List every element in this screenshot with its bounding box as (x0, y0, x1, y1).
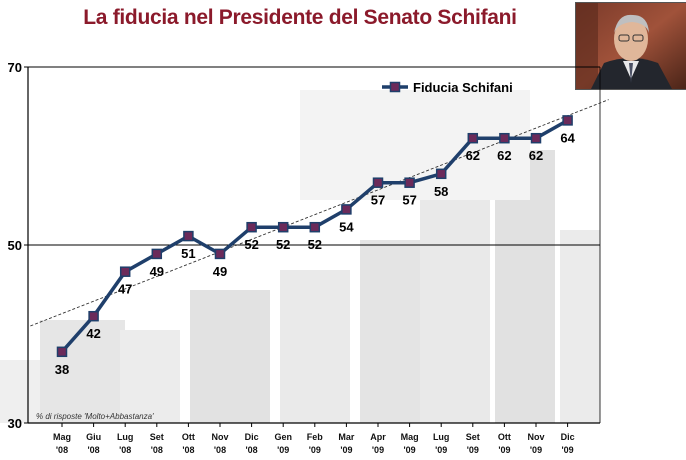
x-tick-label-year: '09 (467, 445, 479, 455)
data-label: 57 (371, 193, 385, 208)
x-tick-label-year: '08 (56, 445, 68, 455)
legend-label: Fiducia Schifani (413, 80, 513, 95)
x-tick-label-year: '09 (498, 445, 510, 455)
x-tick-label-year: '09 (435, 445, 447, 455)
portrait-photo (575, 2, 686, 90)
x-tick-label: Lug (117, 432, 134, 442)
x-tick-label: Mag (401, 432, 419, 442)
y-tick-label: 70 (8, 60, 22, 75)
data-point (372, 177, 384, 188)
x-tick-label-year: '08 (246, 445, 258, 455)
data-label: 52 (244, 237, 258, 252)
x-tick-label-year: '09 (530, 445, 542, 455)
x-tick-label-year: '09 (340, 445, 352, 455)
x-tick-label: Gen (274, 432, 292, 442)
x-tick-label-year: '08 (119, 445, 131, 455)
data-label: 52 (276, 237, 290, 252)
data-label: 54 (339, 219, 354, 234)
data-point (435, 168, 447, 180)
series-line (60, 118, 569, 353)
data-label: 47 (118, 282, 132, 297)
x-tick-label-year: '09 (372, 445, 384, 455)
x-tick-label: Feb (307, 432, 324, 442)
data-label: 38 (55, 362, 69, 377)
data-point (562, 115, 573, 126)
data-point (214, 248, 226, 260)
x-tick-label: Mag (53, 432, 71, 442)
x-tick-label: Lug (433, 432, 450, 442)
data-point (341, 204, 352, 215)
data-label: 58 (434, 184, 448, 199)
x-tick-label-year: '09 (277, 445, 289, 455)
background-block (120, 330, 180, 423)
x-tick-label: Nov (527, 432, 544, 442)
background-block (190, 290, 270, 423)
x-tick-label: Set (150, 432, 164, 442)
chart-note: % di risposte 'Molto+Abbastanza' (36, 412, 154, 421)
data-point (309, 221, 321, 233)
legend-marker (389, 81, 401, 93)
data-point (277, 221, 289, 233)
x-tick-label-year: '08 (214, 445, 226, 455)
x-tick-label-year: '08 (151, 445, 163, 455)
background-block (0, 360, 40, 423)
data-label: 51 (181, 246, 195, 261)
x-tick-label-year: '09 (404, 445, 416, 455)
x-tick-label-year: '08 (182, 445, 194, 455)
y-tick-label: 50 (8, 238, 22, 253)
x-tick-label: Giu (86, 432, 101, 442)
background-block (420, 200, 490, 423)
data-label: 64 (560, 130, 575, 145)
x-tick-label: Ott (498, 432, 511, 442)
x-tick-label: Ott (182, 432, 195, 442)
background-block (560, 230, 600, 423)
background-block (40, 320, 125, 423)
x-tick-label: Nov (211, 432, 228, 442)
data-label: 62 (497, 148, 511, 163)
x-tick-label: Dic (561, 432, 575, 442)
data-label: 62 (466, 148, 480, 163)
x-tick-label: Mar (338, 432, 355, 442)
data-point (246, 221, 257, 233)
x-tick-label-year: '08 (88, 445, 100, 455)
data-point (56, 346, 68, 358)
data-point (530, 132, 542, 144)
data-label: 52 (308, 237, 322, 252)
data-label: 49 (150, 264, 164, 279)
page-title: La fiducia nel Presidente del Senato Sch… (83, 6, 517, 29)
data-point (183, 230, 194, 242)
x-tick-label: Set (466, 432, 480, 442)
background-block (280, 270, 350, 423)
data-point (467, 132, 479, 144)
y-tick-label: 30 (8, 416, 22, 431)
data-label: 49 (213, 264, 227, 279)
data-point (499, 132, 510, 144)
x-tick-label: Apr (370, 432, 386, 442)
data-point (151, 248, 163, 260)
background-block (360, 240, 420, 423)
x-tick-label-year: '09 (562, 445, 574, 455)
data-label: 62 (529, 148, 543, 163)
x-tick-label: Dic (245, 432, 259, 442)
data-point (404, 177, 415, 188)
data-label: 42 (86, 326, 100, 341)
data-label: 57 (402, 193, 416, 208)
x-tick-label-year: '09 (309, 445, 321, 455)
data-point (88, 310, 99, 322)
data-point (119, 266, 131, 277)
